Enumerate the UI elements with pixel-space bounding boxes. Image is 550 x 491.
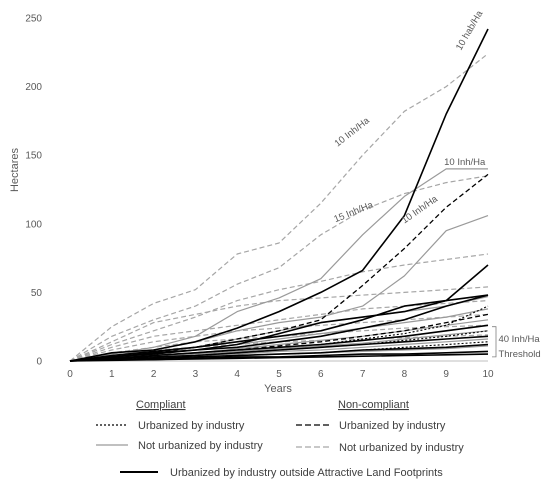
y-tick-label: 100 — [25, 219, 42, 230]
series-line-urbanized-outside-footprints — [69, 343, 489, 362]
x-tick-label: 10 — [482, 369, 494, 380]
series-line-urbanized-outside-footprints — [69, 353, 489, 362]
x-tick-label: 7 — [360, 369, 366, 380]
series-line-non-compliant-not-urbanized — [69, 53, 489, 362]
x-tick-label: 8 — [402, 369, 408, 380]
y-tick-label: 200 — [25, 82, 42, 93]
legend: Compliant Non-compliant Urbanized by ind… — [96, 399, 464, 479]
axes: 0 50 100 150 200 250 0 1 2 3 4 5 6 7 8 9 10 — [25, 14, 494, 381]
series-line-urbanized-outside-footprints — [69, 28, 489, 362]
x-tick-label: 5 — [276, 369, 282, 380]
series-line-urbanized-outside-footprints — [69, 335, 489, 362]
legend-label-noncompliant-urbanized: Urbanized by industry — [339, 420, 446, 432]
x-tick-label: 1 — [109, 369, 115, 380]
y-tick-label: 250 — [25, 14, 42, 25]
annotation-label: Threshold — [498, 349, 540, 360]
series-line-urbanized-outside-footprints — [69, 264, 489, 362]
legend-label-compliant-urbanized: Urbanized by industry — [138, 420, 245, 432]
x-tick-label: 2 — [151, 369, 157, 380]
y-tick-label: 50 — [31, 288, 43, 299]
x-tick-label: 4 — [234, 369, 240, 380]
series-line-compliant-not-urbanized — [69, 168, 488, 362]
series-line-urbanized-outside-footprints — [69, 294, 489, 362]
series-group — [69, 28, 489, 362]
x-axis-label: Years — [264, 383, 292, 395]
legend-label-compliant-not-urbanized: Not urbanized by industry — [138, 440, 263, 452]
series-line-non-compliant-not-urbanized — [69, 313, 489, 362]
series-line-urbanized-outside-footprints — [69, 324, 489, 362]
annotation-label: 40 Inh/Ha — [498, 334, 540, 345]
x-tick-label: 9 — [443, 369, 449, 380]
y-tick-label: 150 — [25, 151, 42, 162]
annotation-label: 10 Inh/Ha — [444, 157, 486, 168]
y-axis-label: Hectares — [9, 147, 21, 192]
y-tick-label: 0 — [36, 357, 42, 368]
series-line-urbanized-outside-footprints — [69, 294, 489, 362]
annotation-label: 10 Inh/Ha — [333, 115, 373, 149]
x-tick-label: 6 — [318, 369, 324, 380]
series-line-non-compliant-urbanized — [69, 313, 489, 362]
series-line-non-compliant-not-urbanized — [69, 300, 489, 362]
annotation-label: 15 Inh/Ha — [332, 199, 375, 225]
legend-label-outside-footprints: Urbanized by industry outside Attractive… — [170, 467, 443, 479]
series-line-non-compliant-urbanized — [69, 173, 489, 362]
annotation-label: 10 Inh/Ha — [400, 193, 441, 226]
legend-label-noncompliant-not-urbanized: Not urbanized by industry — [339, 442, 464, 454]
legend-compliant-title: Compliant — [136, 399, 186, 411]
threshold-bracket — [492, 326, 497, 358]
x-tick-label: 3 — [193, 369, 199, 380]
x-tick-label: 0 — [67, 369, 73, 380]
annotation-label: 10 hab/Ha — [454, 8, 486, 52]
series-line-non-compliant-not-urbanized — [69, 253, 489, 362]
series-line-non-compliant-not-urbanized — [69, 286, 489, 362]
series-line-compliant-not-urbanized — [69, 215, 489, 362]
legend-noncompliant-title: Non-compliant — [338, 399, 409, 411]
